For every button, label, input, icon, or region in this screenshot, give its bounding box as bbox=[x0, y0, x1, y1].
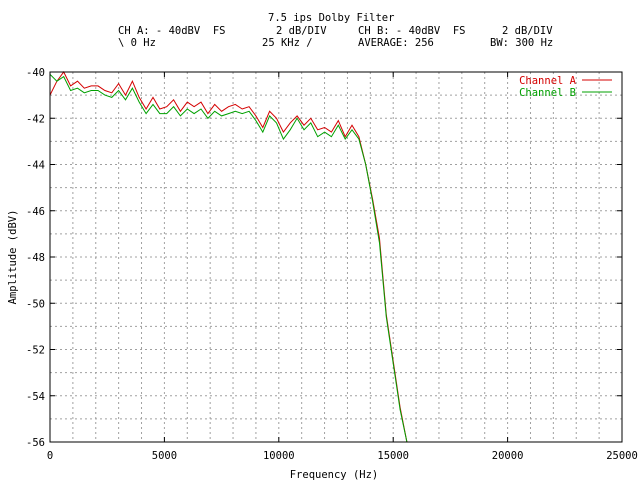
grid bbox=[50, 72, 622, 442]
y-tick-label: -56 bbox=[26, 437, 45, 449]
y-tick-label: -40 bbox=[26, 67, 45, 79]
header-start-freq: \ 0 Hz bbox=[118, 37, 156, 49]
y-tick-label: -50 bbox=[26, 298, 45, 310]
y-tick-label: -42 bbox=[26, 113, 45, 125]
y-tick-label: -48 bbox=[26, 252, 45, 264]
x-tick-label: 0 bbox=[47, 450, 53, 462]
axis-ticks: 0 5000 10000 15000 20000 25000 -40 -42 -44 -46 -48… bbox=[26, 67, 638, 462]
header-ch-a-div: 2 dB/DIV bbox=[276, 25, 327, 37]
header-average: AVERAGE: 256 bbox=[358, 37, 434, 49]
header-ch-b-div: 2 dB/DIV bbox=[502, 25, 553, 37]
x-tick-label: 10000 bbox=[263, 450, 295, 462]
header-span: 25 KHz / bbox=[262, 37, 313, 49]
y-tick-label: -54 bbox=[26, 391, 45, 403]
legend-label-channel-b: Channel B bbox=[519, 87, 576, 99]
x-tick-label: 5000 bbox=[152, 450, 177, 462]
y-tick-label: -44 bbox=[26, 160, 45, 172]
y-axis-label: Amplitude (dBV) bbox=[7, 210, 19, 305]
series-line-channel-b bbox=[49, 73, 622, 443]
x-tick-label: 15000 bbox=[377, 450, 409, 462]
series-lines bbox=[49, 71, 622, 443]
chart-title: 7.5 ips Dolby Filter bbox=[268, 12, 395, 24]
x-tick-label: 20000 bbox=[492, 450, 524, 462]
x-tick-label: 25000 bbox=[606, 450, 638, 462]
y-tick-label: -52 bbox=[26, 345, 45, 357]
header-ch-b-scale: CH B: - 40dBV FS bbox=[358, 25, 466, 37]
y-tick-label: -46 bbox=[26, 206, 45, 218]
legend-label-channel-a: Channel A bbox=[519, 75, 577, 87]
x-axis-label: Frequency (Hz) bbox=[290, 469, 379, 480]
header-bandwidth: BW: 300 Hz bbox=[490, 37, 554, 49]
header-ch-a-scale: CH A: - 40dBV FS bbox=[118, 25, 226, 37]
